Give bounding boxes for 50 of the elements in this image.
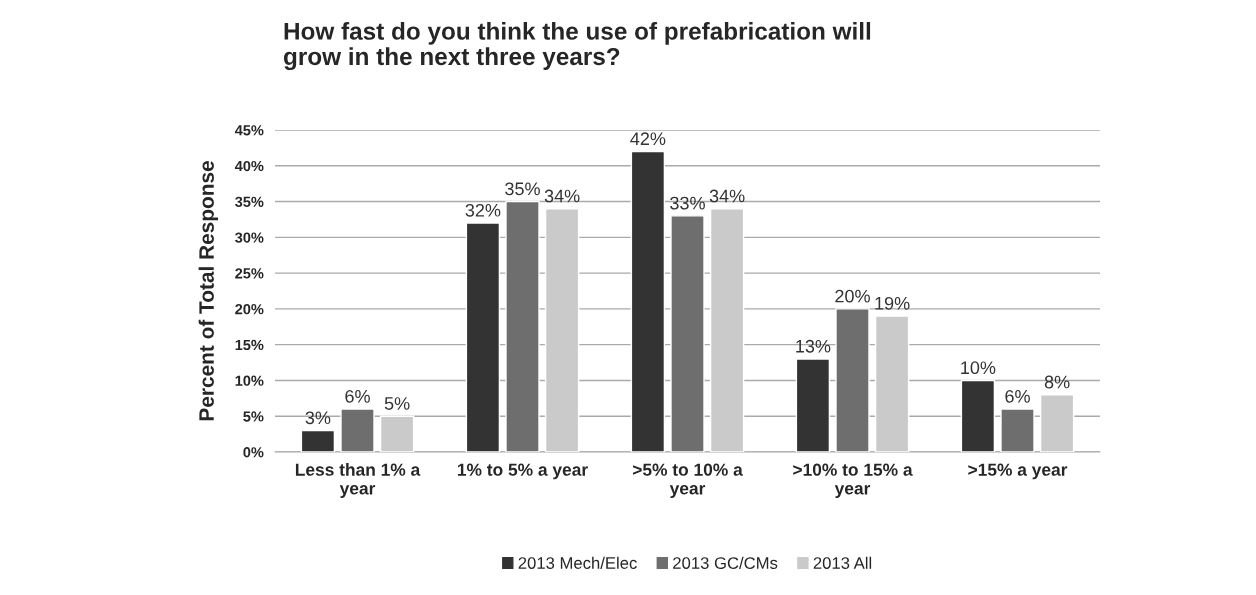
y-axis-title: Percent of Total Response	[198, 161, 219, 421]
bar	[379, 415, 415, 452]
x-tick-label: >10% to 15% a year	[793, 463, 913, 498]
bar	[1000, 408, 1035, 452]
bar	[630, 150, 666, 452]
legend-label: 2013 GC/CMs	[673, 556, 778, 569]
data-label: 20%	[835, 289, 870, 303]
data-label: 6%	[345, 389, 370, 403]
data-label: 5%	[384, 397, 410, 410]
y-tick-label: 45%	[234, 125, 264, 136]
y-tick-label: 35%	[235, 196, 264, 207]
y-tick-label: 5%	[243, 411, 264, 422]
data-label: 13%	[796, 339, 831, 353]
bar	[1039, 394, 1075, 452]
legend-label: 2013 Mech/Elec	[518, 556, 637, 569]
y-tick-label: 15%	[235, 339, 264, 351]
data-label: 33%	[670, 196, 705, 210]
data-label: 10%	[961, 361, 996, 375]
chart-title: How fast do you think the use of prefabrication will grow in the next three years?	[284, 22, 871, 71]
data-label: 42%	[630, 132, 666, 146]
y-tick-label: 20%	[235, 303, 264, 315]
bar	[670, 215, 705, 452]
data-label: 3%	[305, 411, 331, 425]
x-tick-label: >15% a year	[968, 463, 1068, 480]
legend-label: 2013 All	[813, 556, 872, 569]
y-tick-label: 25%	[235, 268, 264, 279]
data-label: 35%	[505, 182, 540, 196]
data-label: 34%	[709, 189, 745, 203]
data-label: 34%	[544, 189, 580, 203]
y-tick-label: 0%	[243, 447, 264, 458]
bar	[300, 429, 336, 452]
bar	[835, 308, 870, 452]
y-tick-label: 10%	[235, 375, 264, 386]
data-label: 32%	[465, 203, 501, 217]
bar	[874, 315, 910, 452]
x-tick-label: 1% to 5% a year	[457, 463, 588, 480]
bar	[709, 208, 745, 452]
y-tick-label: 30%	[235, 232, 264, 243]
bar	[544, 208, 580, 452]
bar	[960, 379, 996, 452]
data-label: 19%	[875, 296, 910, 310]
bar	[795, 358, 831, 452]
bar	[340, 408, 375, 452]
y-tick-label: 40%	[234, 160, 264, 172]
data-label: 6%	[1005, 389, 1030, 403]
data-label: 8%	[1044, 375, 1070, 389]
x-tick-label: >5% to 10% a year	[632, 463, 743, 498]
bar	[465, 222, 501, 452]
bar	[505, 200, 540, 452]
x-tick-label: Less than 1% a year	[295, 463, 421, 498]
